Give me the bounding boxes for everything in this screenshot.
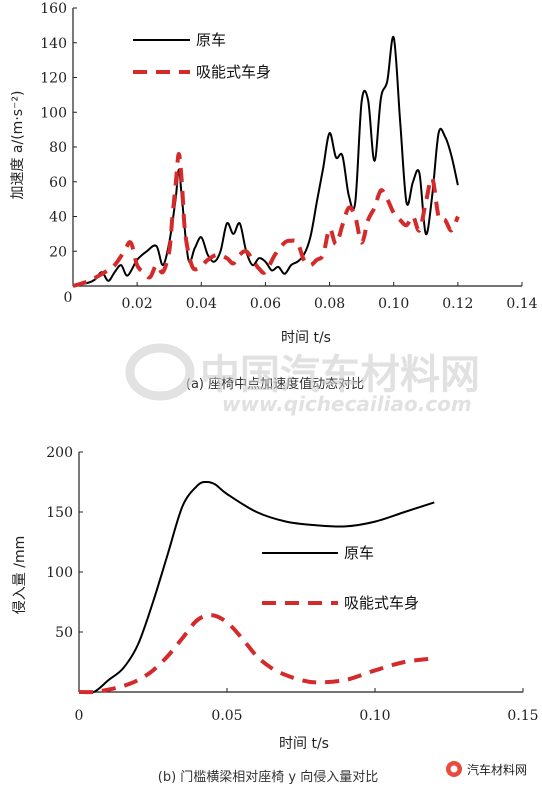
chart-a-y-tick-label: 100 — [40, 105, 67, 121]
chart-a-x-axis-label: 时间 t/s — [281, 330, 331, 346]
chart-b-x-axis-label: 时间 t/s — [279, 736, 329, 752]
chart-b-x-tick-label: 0.05 — [211, 708, 242, 724]
chart-b-caption: (b) 门槛横梁相对座椅 y 向侵入量对比 — [158, 769, 379, 785]
chart-a-y-tick-label: 40 — [49, 210, 67, 226]
brand-label: 汽车材料网 — [467, 762, 527, 777]
chart-a-y-axis-label: 加速度 a/(m·s⁻²) — [10, 90, 26, 199]
chart-a-x-ticks: 0.02 0.04 0.06 0.08 0.10 0.12 0.14 — [122, 282, 538, 312]
brand-logo-inner-icon — [450, 765, 458, 773]
chart-a-caption: (a) 座椅中点加速度值动态对比 — [186, 376, 364, 392]
chart-b-x-tick-label: 0.15 — [507, 708, 538, 724]
chart-b-axes — [78, 452, 523, 693]
chart-b-x-ticks: 0 0.05 0.10 0.15 — [75, 688, 539, 724]
chart-a-x-tick-label: 0.12 — [442, 296, 473, 312]
chart-b: 0 0.05 0.10 0.15 50 100 150 200 原车 吸能式车身 侵入量 /… — [11, 445, 539, 785]
chart-b-y-axis-label: 侵入量 /mm — [11, 536, 28, 614]
chart-a-x-tick-label: 0.04 — [186, 296, 217, 312]
chart-a-y-tick-label: 120 — [40, 71, 67, 87]
watermark-logo-icon — [125, 343, 195, 401]
watermark: 中国汽车材料网 www.qichecailiao.com — [125, 343, 480, 416]
chart-a-y-tick-label: 140 — [40, 36, 67, 52]
chart-b-y-tick-label: 100 — [46, 565, 73, 581]
chart-a-x-tick-label: 0.14 — [506, 296, 537, 312]
chart-b-y-tick-label: 50 — [55, 625, 73, 641]
chart-a-x-tick-label: 0.02 — [122, 296, 153, 312]
chart-b-y-tick-label: 200 — [46, 445, 73, 461]
chart-b-legend-label-energy-absorbing: 吸能式车身 — [344, 594, 419, 612]
watermark-cn-text: 中国汽车材料网 — [200, 352, 480, 398]
chart-b-x-tick-label: 0 — [75, 708, 84, 724]
chart-b-series-energy-absorbing-line — [78, 613, 435, 695]
chart-a-legend-label-energy-absorbing: 吸能式车身 — [196, 63, 271, 81]
chart-b-y-ticks: 50 100 150 200 — [46, 445, 83, 641]
chart-a-y-tick-label: 80 — [49, 140, 67, 156]
chart-a-x-tick-label: 0.08 — [314, 296, 345, 312]
chart-a: 0.02 0.04 0.06 0.08 0.10 0.12 0.14 20 40 60 80 100… — [10, 1, 538, 392]
brand-badge: 汽车材料网 — [446, 761, 527, 777]
watermark-url-text: www.qichecailiao.com — [222, 392, 472, 416]
chart-a-y-tick-label: 160 — [40, 1, 67, 17]
chart-a-y-tick-label: 60 — [49, 175, 67, 191]
chart-a-x-origin-tick: 0 — [64, 290, 73, 306]
chart-b-series-original-line — [78, 480, 435, 694]
chart-a-x-tick-label: 0.06 — [250, 296, 281, 312]
chart-b-x-tick-label: 0.10 — [359, 708, 390, 724]
chart-b-legend-label-original: 原车 — [344, 544, 374, 562]
chart-a-legend-label-original: 原车 — [196, 31, 226, 49]
chart-a-series-energy-absorbing-line — [72, 152, 460, 288]
chart-a-y-tick-label: 20 — [49, 244, 67, 260]
chart-a-axes — [72, 8, 522, 287]
chart-a-y-ticks: 20 40 60 80 100 120 140 160 — [40, 1, 77, 260]
chart-a-series-original-line — [72, 36, 459, 287]
chart-a-x-tick-label: 0.10 — [378, 296, 409, 312]
chart-b-y-tick-label: 150 — [46, 505, 73, 521]
